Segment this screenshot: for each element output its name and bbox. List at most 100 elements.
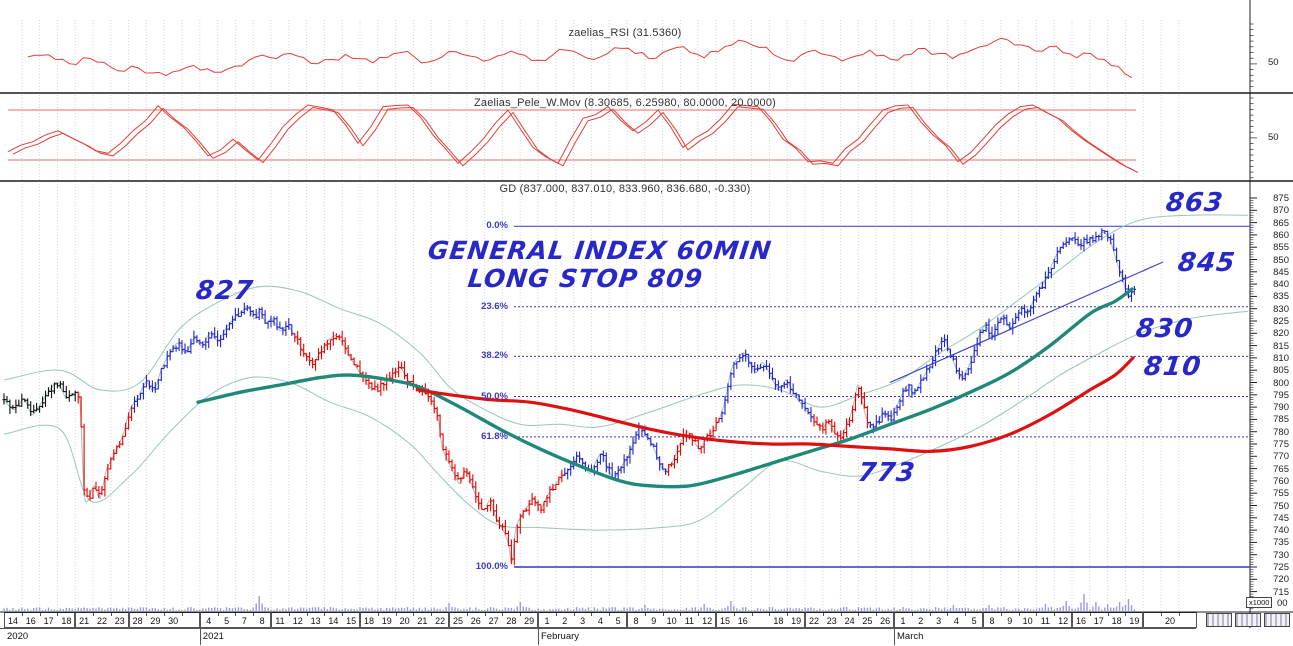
price-tick-label: 740 — [1273, 525, 1289, 536]
date-group-box — [983, 612, 1072, 628]
date-label: 11 — [684, 616, 695, 626]
date-label: 4 — [206, 616, 212, 626]
period-label: March — [897, 631, 924, 642]
date-tick — [431, 613, 433, 616]
date-tick — [502, 613, 504, 616]
date-tick — [1143, 613, 1145, 616]
date-tick — [146, 613, 148, 616]
price-tick-label: 810 — [1273, 353, 1289, 364]
date-label: 11 — [1040, 616, 1051, 626]
price-tick-label: 775 — [1273, 439, 1289, 450]
date-label: 20 — [399, 616, 410, 626]
date-tick — [698, 613, 700, 616]
price-axis-cut-label: 00 — [1277, 598, 1288, 609]
date-tick — [876, 613, 878, 616]
date-tick — [716, 613, 717, 616]
price-tick-label: 785 — [1273, 414, 1289, 425]
price-tick-label: 780 — [1273, 427, 1289, 438]
chart-scroll-button[interactable] — [1264, 613, 1290, 627]
period-label: 2021 — [202, 631, 224, 642]
date-tick — [1161, 613, 1162, 616]
date-label: 8 — [259, 616, 265, 626]
date-tick — [894, 613, 895, 616]
date-tick — [271, 613, 272, 616]
price-tick-label: 750 — [1273, 501, 1289, 512]
date-group-box — [449, 612, 538, 628]
price-tick-label: 825 — [1273, 316, 1289, 327]
price-tick-label: 865 — [1273, 218, 1289, 229]
price-axis-multiplier: x1000 — [1246, 597, 1273, 608]
date-tick — [1089, 613, 1091, 616]
chart-scroll-button[interactable] — [1235, 613, 1261, 627]
date-tick — [520, 613, 522, 616]
date-label: 15 — [719, 616, 730, 626]
date-tick — [324, 613, 326, 616]
date-tick — [538, 613, 539, 616]
date-tick — [4, 613, 5, 616]
date-tick — [235, 613, 237, 616]
price-tick-label: 715 — [1273, 587, 1289, 598]
price-tick-label: 800 — [1273, 378, 1289, 389]
date-label: 13 — [310, 616, 321, 626]
date-group-box — [716, 612, 805, 628]
rsi-axis-label-50: 50 — [1268, 57, 1279, 68]
date-label: 10 — [666, 616, 677, 626]
date-label: 19 — [1129, 616, 1140, 626]
date-label: 22 — [808, 616, 819, 626]
date-tick — [787, 613, 789, 616]
date-label: 17 — [1093, 616, 1104, 626]
date-group-box — [128, 612, 200, 628]
date-label: 12 — [702, 616, 713, 626]
date-label: 12 — [292, 616, 303, 626]
date-group-box — [199, 612, 271, 628]
date-tick — [662, 613, 664, 616]
date-tick — [182, 613, 183, 616]
date-label: 15 — [346, 616, 357, 626]
date-label: 18 — [61, 616, 72, 626]
date-tick — [627, 613, 628, 616]
date-tick — [164, 613, 166, 616]
period-separator — [538, 629, 539, 645]
date-group-box — [894, 612, 983, 628]
price-tick-label: 720 — [1273, 574, 1289, 585]
date-label: 18 — [1111, 616, 1122, 626]
price-tick-label: 755 — [1273, 488, 1289, 499]
date-label: 12 — [1058, 616, 1069, 626]
date-group-box — [805, 612, 894, 628]
date-tick — [75, 613, 77, 616]
date-label: 5 — [615, 616, 621, 626]
date-tick — [947, 613, 949, 616]
chart-scroll-button[interactable] — [1206, 613, 1232, 627]
date-label: 21 — [79, 616, 90, 626]
date-label: 23 — [114, 616, 125, 626]
price-tick-label: 870 — [1273, 205, 1289, 216]
date-label: 9 — [1007, 616, 1013, 626]
date-tick — [680, 613, 682, 616]
price-tick-label: 845 — [1273, 267, 1289, 278]
date-label: 9 — [651, 616, 657, 626]
date-tick — [217, 613, 219, 616]
date-label: 26 — [880, 616, 891, 626]
date-tick — [555, 613, 557, 616]
date-tick — [377, 613, 379, 616]
price-tick-label: 875 — [1273, 193, 1289, 204]
date-label: 3 — [580, 616, 586, 626]
price-tick-label: 860 — [1273, 230, 1289, 241]
date-label: 16 — [25, 616, 36, 626]
price-tick-label: 760 — [1273, 476, 1289, 487]
date-label: 5 — [971, 616, 977, 626]
fib-level-label: 23.6% — [481, 301, 508, 312]
date-group-box — [360, 612, 449, 628]
date-tick — [395, 613, 397, 616]
date-tick — [253, 613, 255, 616]
axis-row-divider — [0, 628, 1196, 629]
date-group-box — [627, 612, 716, 628]
date-label: 14 — [7, 616, 18, 626]
date-label: 25 — [452, 616, 463, 626]
date-tick — [965, 613, 967, 616]
date-tick — [484, 613, 486, 616]
date-label: 3 — [936, 616, 942, 626]
date-group-box — [4, 612, 76, 628]
price-tick-label: 830 — [1273, 304, 1289, 315]
